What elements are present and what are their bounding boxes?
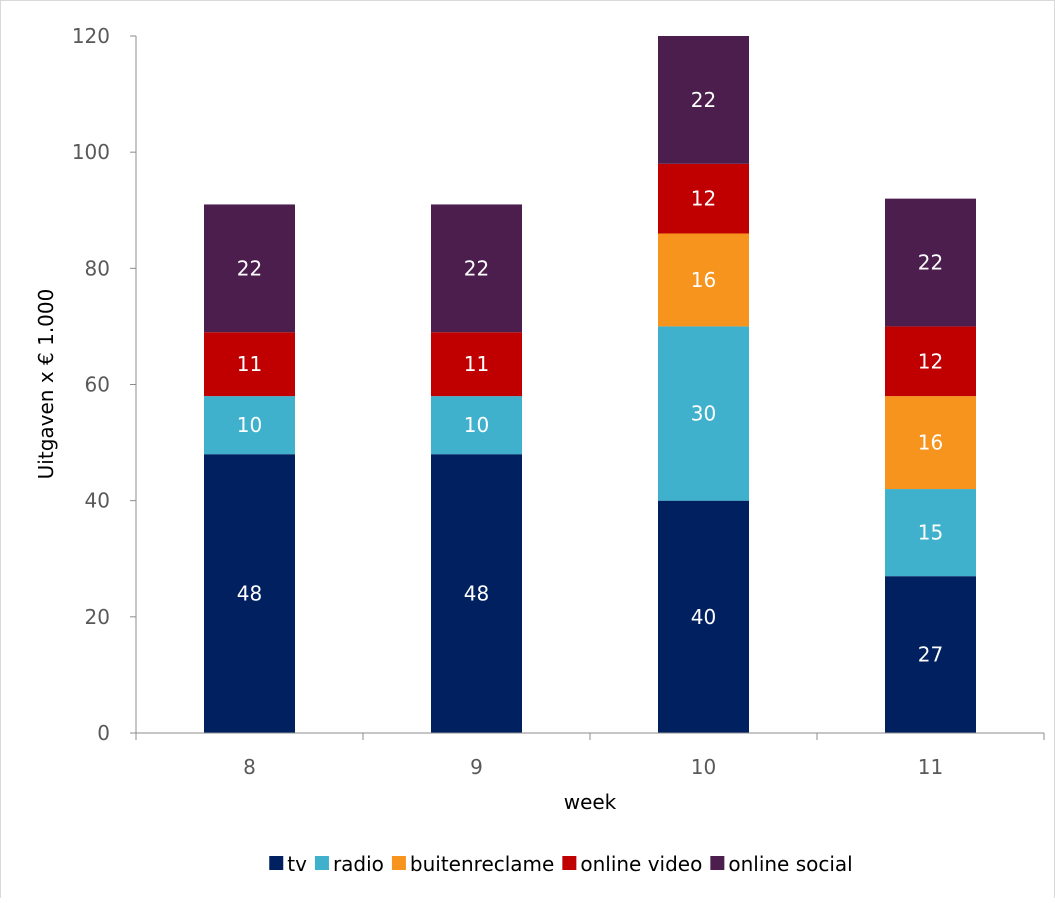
legend-label: tv (287, 852, 307, 876)
legend-label: online video (580, 852, 702, 876)
bar-segment (204, 204, 295, 333)
data-label: 48 (237, 582, 262, 606)
data-label: 15 (918, 521, 943, 545)
data-label: 22 (464, 256, 489, 280)
x-tick-label: 11 (918, 755, 943, 779)
bar-segment (658, 500, 749, 733)
y-axis-title: Uitgaven x € 1.000 (34, 289, 58, 480)
bar-segment (658, 163, 749, 234)
data-label: 12 (918, 349, 943, 373)
data-label: 12 (691, 187, 716, 211)
bar-segment (658, 36, 749, 164)
data-label: 16 (691, 268, 716, 292)
bar-segment (431, 396, 522, 455)
bar-segment (885, 326, 976, 397)
bar-segment (204, 454, 295, 733)
data-labels-group: 48 10 11 22 48 10 11 22 40 30 16 12 22 27 15 16 12 22 (237, 88, 943, 667)
legend: tv radio buitenreclame online video online s… (269, 852, 853, 876)
legend-item: radio (314, 852, 384, 876)
bar-segment (431, 204, 522, 333)
x-ticks-group: 8 9 10 11 (135, 733, 1045, 779)
bar-segment (658, 233, 749, 327)
data-label: 16 (918, 431, 943, 455)
legend-item: buitenreclame (391, 852, 554, 876)
data-label: 22 (237, 256, 262, 280)
y-tick-label: 100 (72, 140, 110, 164)
legend-item: tv (269, 852, 307, 876)
bar-segment (431, 332, 522, 397)
bars-group (204, 36, 976, 733)
legend-item: online social (710, 852, 853, 876)
legend-item: online video (562, 852, 702, 876)
data-label: 40 (691, 605, 716, 629)
bar-segment (204, 332, 295, 397)
legend-label: buitenreclame (410, 852, 554, 876)
x-tick-label: 9 (470, 755, 483, 779)
bar-segment (658, 326, 749, 501)
data-label: 27 (918, 643, 943, 667)
data-label: 11 (237, 352, 262, 376)
bar-segment (204, 396, 295, 455)
legend-swatch (562, 856, 577, 870)
y-tick-label: 80 (85, 256, 110, 280)
data-label: 22 (691, 88, 716, 112)
data-label: 10 (464, 413, 489, 437)
x-axis-title: week (564, 790, 617, 814)
legend-swatch (391, 856, 406, 870)
y-tick-label: 0 (97, 721, 110, 745)
y-tick-label: 60 (85, 373, 110, 397)
y-tick-label: 20 (85, 605, 110, 629)
legend-swatch (269, 856, 284, 870)
x-tick-label: 8 (243, 755, 256, 779)
y-tick-label: 120 (72, 24, 110, 48)
bar-segment (885, 198, 976, 327)
legend-swatch (710, 856, 725, 870)
data-label: 22 (918, 251, 943, 275)
x-tick-label: 10 (691, 755, 716, 779)
data-label: 11 (464, 352, 489, 376)
y-tick-label: 40 (85, 489, 110, 513)
data-label: 30 (691, 402, 716, 426)
data-label: 48 (464, 582, 489, 606)
bar-segment (885, 576, 976, 733)
bar-segment (431, 454, 522, 733)
data-label: 10 (237, 413, 262, 437)
y-ticks-group: 0 20 40 60 80 100 120 (72, 24, 136, 745)
bar-segment (885, 396, 976, 490)
bar-segment (885, 489, 976, 577)
legend-swatch (314, 856, 329, 870)
legend-label: online social (728, 852, 852, 876)
legend-label: radio (333, 852, 384, 876)
